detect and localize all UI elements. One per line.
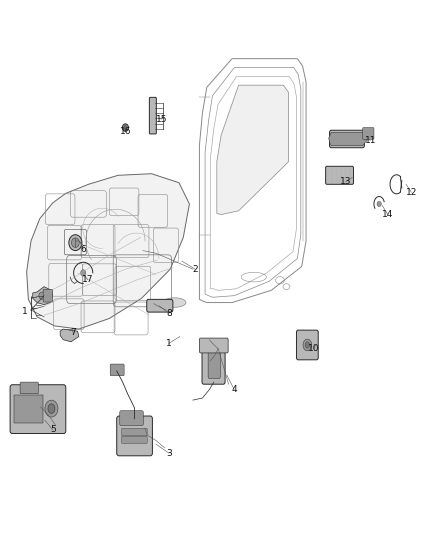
Ellipse shape: [305, 342, 310, 348]
Text: 11: 11: [365, 136, 376, 145]
FancyBboxPatch shape: [121, 436, 147, 443]
Polygon shape: [217, 85, 289, 215]
Text: 13: 13: [340, 177, 352, 186]
FancyBboxPatch shape: [120, 411, 143, 425]
Ellipse shape: [81, 270, 86, 276]
Ellipse shape: [163, 298, 186, 308]
FancyBboxPatch shape: [110, 364, 124, 376]
Text: 5: 5: [50, 425, 56, 434]
Text: 6: 6: [80, 245, 86, 254]
Text: 1: 1: [22, 307, 28, 316]
Ellipse shape: [377, 201, 381, 207]
FancyBboxPatch shape: [208, 350, 220, 378]
Text: 2: 2: [192, 265, 198, 273]
Text: 12: 12: [406, 188, 417, 197]
FancyBboxPatch shape: [147, 300, 173, 312]
FancyBboxPatch shape: [202, 344, 225, 384]
Text: 4: 4: [231, 385, 237, 394]
Text: 1: 1: [166, 339, 172, 348]
Polygon shape: [27, 174, 189, 329]
Text: 16: 16: [120, 127, 131, 136]
Text: 8: 8: [166, 309, 172, 318]
Ellipse shape: [69, 235, 82, 251]
Ellipse shape: [122, 124, 128, 131]
Text: 10: 10: [308, 344, 320, 353]
FancyBboxPatch shape: [121, 428, 147, 435]
FancyBboxPatch shape: [10, 385, 66, 433]
FancyBboxPatch shape: [363, 127, 374, 139]
FancyBboxPatch shape: [20, 382, 39, 394]
Text: 15: 15: [156, 115, 167, 124]
Ellipse shape: [124, 126, 127, 130]
Ellipse shape: [45, 400, 58, 417]
Text: 3: 3: [166, 449, 172, 458]
Text: 14: 14: [382, 210, 394, 219]
FancyBboxPatch shape: [117, 416, 152, 456]
Polygon shape: [328, 132, 367, 146]
FancyBboxPatch shape: [297, 330, 318, 360]
FancyBboxPatch shape: [325, 166, 353, 184]
Ellipse shape: [48, 404, 55, 414]
Ellipse shape: [39, 292, 47, 300]
Ellipse shape: [71, 238, 79, 247]
FancyBboxPatch shape: [329, 130, 364, 148]
Text: 7: 7: [71, 328, 76, 337]
Polygon shape: [60, 329, 79, 342]
Text: 17: 17: [82, 275, 93, 284]
FancyBboxPatch shape: [149, 98, 156, 134]
FancyBboxPatch shape: [43, 289, 53, 302]
Polygon shape: [33, 287, 53, 305]
Ellipse shape: [303, 339, 312, 351]
Bar: [14, 395, 43, 423]
FancyBboxPatch shape: [199, 338, 228, 353]
